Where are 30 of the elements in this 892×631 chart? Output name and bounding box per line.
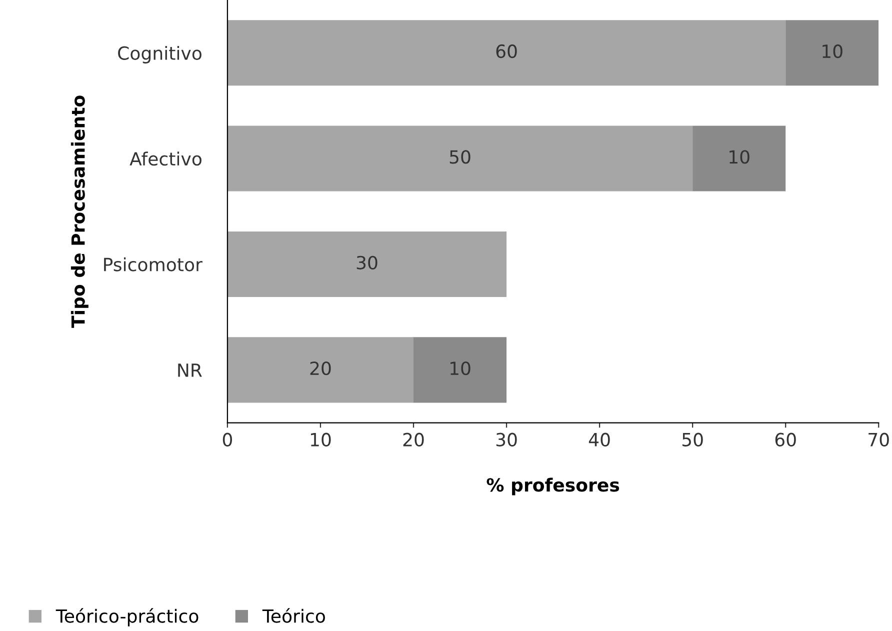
legend-label: Teórico	[262, 608, 325, 623]
bar	[227, 126, 693, 192]
y-tick-label: Psicomotor	[104, 257, 202, 272]
data-label: 30	[356, 256, 378, 270]
data-label: 20	[310, 362, 331, 376]
x-tick-label: 60	[775, 432, 796, 446]
x-tick-label: 40	[588, 432, 610, 446]
data-label: 10	[822, 44, 842, 58]
data-label: 10	[730, 150, 750, 164]
x-tick-label: 20	[403, 432, 424, 446]
data-label: 60	[496, 44, 517, 58]
y-tick-label: Afectivo	[130, 152, 202, 166]
y-tick-label: NR	[178, 364, 202, 377]
data-label: 10	[450, 362, 470, 376]
data-label: 50	[450, 150, 470, 164]
x-tick-label: 10	[310, 432, 331, 446]
bar	[692, 126, 786, 192]
x-tick-label: 30	[496, 432, 517, 446]
bar	[414, 337, 507, 403]
y-axis-title: Tipo de Procesamiento	[70, 96, 88, 328]
x-tick-label: 50	[682, 432, 703, 446]
x-tick-label: 70	[868, 432, 889, 446]
bar	[227, 337, 414, 403]
x-tick-label: 0	[222, 432, 232, 446]
bar	[786, 20, 879, 86]
legend-label: Teórico-práctico	[56, 608, 198, 626]
y-tick-label: Cognitivo	[118, 46, 202, 64]
bar	[227, 231, 507, 297]
bar	[227, 20, 786, 86]
x-axis-title: % profesores	[486, 478, 620, 496]
